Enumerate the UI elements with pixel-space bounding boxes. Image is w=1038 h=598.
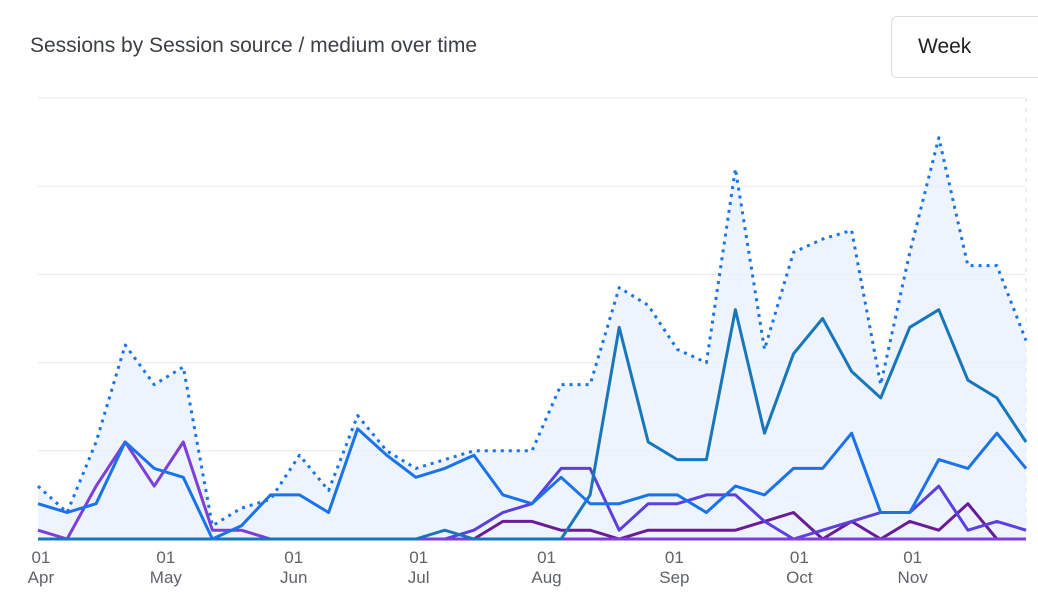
x-tick-day-4: 01 (537, 548, 556, 567)
series-line-2 (38, 308, 1028, 541)
chart-title: Sessions by Session source / medium over… (30, 34, 478, 57)
period-dropdown-value: Week (918, 35, 972, 58)
x-tick-month-4: Aug (531, 568, 561, 587)
series-area-0 (38, 137, 1026, 539)
x-tick-day-3: 01 (409, 548, 428, 567)
x-tick-month-7: Nov (898, 568, 929, 587)
x-tick-month-3: Jul (408, 568, 430, 587)
x-tick-day-2: 01 (284, 548, 303, 567)
x-tick-day-6: 01 (790, 548, 809, 567)
period-dropdown[interactable]: Week (891, 16, 1038, 78)
x-tick-day-5: 01 (665, 548, 684, 567)
x-tick-month-1: May (150, 568, 183, 587)
total-area (38, 137, 1026, 539)
series-lines (36, 136, 1028, 541)
x-tick-month-5: Sep (659, 568, 689, 587)
x-tick-month-0: Apr (28, 568, 55, 587)
x-tick-month-2: Jun (280, 568, 307, 587)
x-tick-month-6: Oct (786, 568, 813, 587)
x-tick-day-1: 01 (156, 548, 175, 567)
x-tick-day-0: 01 (31, 548, 50, 567)
x-tick-day-7: 01 (903, 548, 922, 567)
series-line-1 (37, 427, 1028, 541)
